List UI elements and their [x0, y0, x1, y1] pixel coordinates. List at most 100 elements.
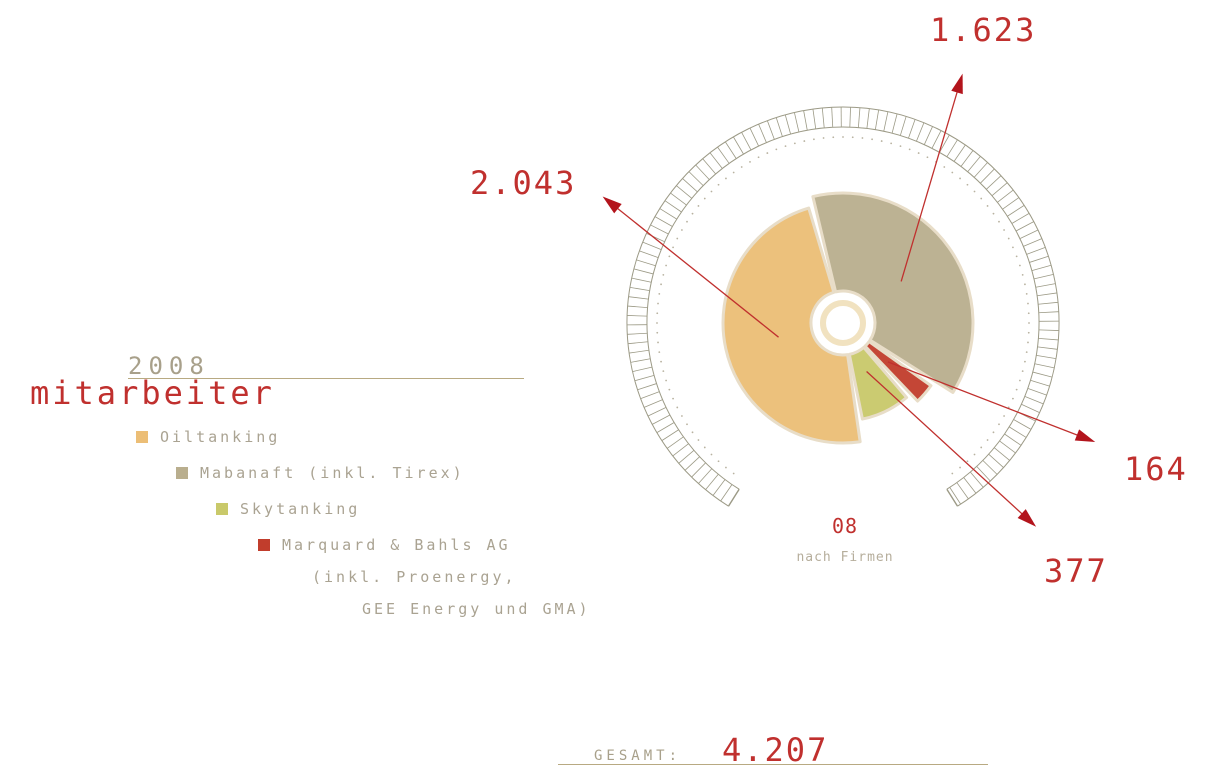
legend-swatch: [136, 431, 148, 443]
ring-tick: [980, 169, 994, 183]
ring-tick: [667, 437, 683, 449]
ring-tick: [1038, 347, 1058, 349]
ring-dot: [967, 184, 969, 186]
ring-dot: [749, 161, 751, 163]
ring-tick: [813, 109, 816, 129]
ring-tick: [776, 118, 782, 137]
ring-tick: [655, 217, 672, 227]
ring-dot: [890, 142, 892, 144]
ring-dot: [1022, 370, 1024, 372]
ring-dot: [1019, 265, 1021, 267]
ring-dot: [1012, 398, 1014, 400]
ring-dot: [686, 221, 688, 223]
ring-dot: [813, 138, 815, 140]
ring-tick: [1033, 372, 1052, 377]
ring-tick: [696, 165, 710, 180]
ring-tick: [679, 450, 694, 463]
leader-arrow: [1075, 429, 1095, 442]
ring-dot: [1028, 332, 1030, 334]
ring-tick: [703, 159, 716, 174]
ring-dot: [823, 137, 825, 139]
ring-dot: [656, 322, 658, 324]
ring-tick: [660, 209, 677, 220]
ring-tick: [646, 233, 664, 241]
ring-tick: [628, 306, 648, 308]
ring-tick: [706, 474, 719, 489]
ring-dot: [741, 166, 743, 168]
ring-tick: [961, 150, 973, 166]
ring-dot: [900, 145, 902, 147]
ring-tick: [875, 110, 878, 130]
ring-dot: [766, 152, 768, 154]
ring-tick: [1021, 404, 1039, 412]
ring-tick: [767, 121, 774, 140]
legend-item-oiltanking: Oiltanking: [136, 428, 280, 446]
ring-tick: [994, 448, 1009, 461]
ring-dot: [704, 447, 706, 449]
ring-tick: [974, 162, 987, 177]
ring-tick: [670, 193, 686, 205]
ring-tick: [1037, 293, 1057, 296]
ring-tick: [867, 109, 869, 129]
ring-dot: [657, 303, 659, 305]
legend-note-line-2: GEE Energy und GMA): [362, 600, 591, 618]
ring-dot: [662, 274, 664, 276]
ring-tick: [1020, 230, 1038, 239]
legend-label: Oiltanking: [160, 428, 280, 446]
ring-dot: [662, 370, 664, 372]
ring-tick: [1025, 396, 1044, 403]
ring-tick: [629, 297, 649, 299]
ring-tick: [1000, 441, 1016, 453]
ring-tick: [1039, 330, 1059, 331]
legend-label: Marquard & Bahls AG: [282, 536, 511, 554]
ring-dot: [998, 423, 1000, 425]
ring-dot: [692, 431, 694, 433]
ring-dot: [660, 283, 662, 285]
ring-dot: [665, 380, 667, 382]
ring-tick: [989, 454, 1004, 467]
ring-tick: [822, 108, 824, 128]
ring-dot: [974, 454, 976, 456]
ring-tick: [832, 107, 833, 127]
ring-tick: [968, 156, 981, 171]
chart-title: mitarbeiter: [30, 374, 275, 412]
ring-dot: [1003, 415, 1005, 417]
ring-tick: [986, 176, 1001, 190]
ring-tick: [644, 400, 662, 408]
ring-tick: [1016, 222, 1034, 231]
ring-tick: [964, 477, 976, 493]
ring-dot: [658, 293, 660, 295]
ring-tick: [932, 131, 941, 149]
ring-dot: [660, 361, 662, 363]
ring-dot: [1003, 229, 1005, 231]
ring-dot: [909, 148, 911, 150]
ring-dot: [918, 152, 920, 154]
ring-dot: [668, 255, 670, 257]
ring-tick: [1038, 338, 1058, 340]
ring-tick: [673, 444, 689, 456]
ring-tick: [1036, 355, 1056, 358]
ring-tick: [662, 430, 679, 441]
ring-tick: [657, 422, 674, 432]
ring-dot: [1016, 389, 1018, 391]
ring-tick: [785, 115, 790, 134]
ring-dot: [1019, 380, 1021, 382]
ring-dot: [951, 473, 953, 475]
ring-dot: [658, 351, 660, 353]
ring-dot: [676, 238, 678, 240]
ring-dot: [871, 138, 873, 140]
ring-tick: [629, 350, 649, 353]
ring-tick: [884, 112, 888, 132]
ring-dot: [927, 156, 929, 158]
ring-dot: [676, 407, 678, 409]
ring-tick: [742, 132, 751, 150]
center-hole: [823, 303, 863, 343]
ring-dot: [993, 213, 995, 215]
ring-dot: [725, 178, 727, 180]
ring-tick: [636, 260, 655, 266]
ring-tick: [1005, 434, 1021, 445]
ring-tick: [908, 119, 915, 138]
ring-tick: [1038, 302, 1058, 304]
ring-tick: [983, 460, 997, 474]
